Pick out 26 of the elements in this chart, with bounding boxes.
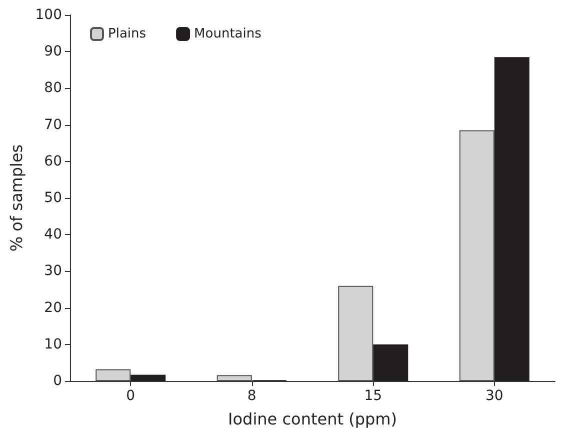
y-tick-label: 70: [44, 116, 62, 133]
y-tick-label: 100: [35, 7, 62, 23]
bar: [130, 374, 166, 381]
x-tick-label: 15: [364, 388, 382, 404]
y-tick-label: 80: [44, 80, 62, 96]
bar: [373, 344, 408, 381]
x-tick-label: 0: [126, 388, 136, 404]
y-axis-title: % of samples: [6, 144, 26, 252]
legend-label: Mountains: [194, 26, 262, 42]
legend-label: Plains: [108, 26, 146, 42]
bar: [459, 130, 494, 381]
y-tick-label: 60: [44, 153, 62, 170]
y-tick-label: 0: [53, 373, 62, 389]
x-tick-label: 8: [247, 388, 256, 404]
y-tick-label: 30: [44, 263, 62, 280]
x-tick-label: 30: [485, 388, 504, 404]
x-axis-title: Iodine content (ppm): [228, 410, 397, 428]
bar: [96, 369, 131, 381]
bar: [494, 57, 530, 381]
y-tick-label: 10: [44, 336, 62, 352]
y-tick-label: 20: [44, 300, 62, 316]
bar: [216, 375, 252, 381]
bar: [338, 286, 374, 381]
y-tick-label: 40: [44, 226, 62, 243]
y-tick-label: 50: [44, 190, 62, 206]
y-tick-label: 90: [44, 44, 62, 60]
